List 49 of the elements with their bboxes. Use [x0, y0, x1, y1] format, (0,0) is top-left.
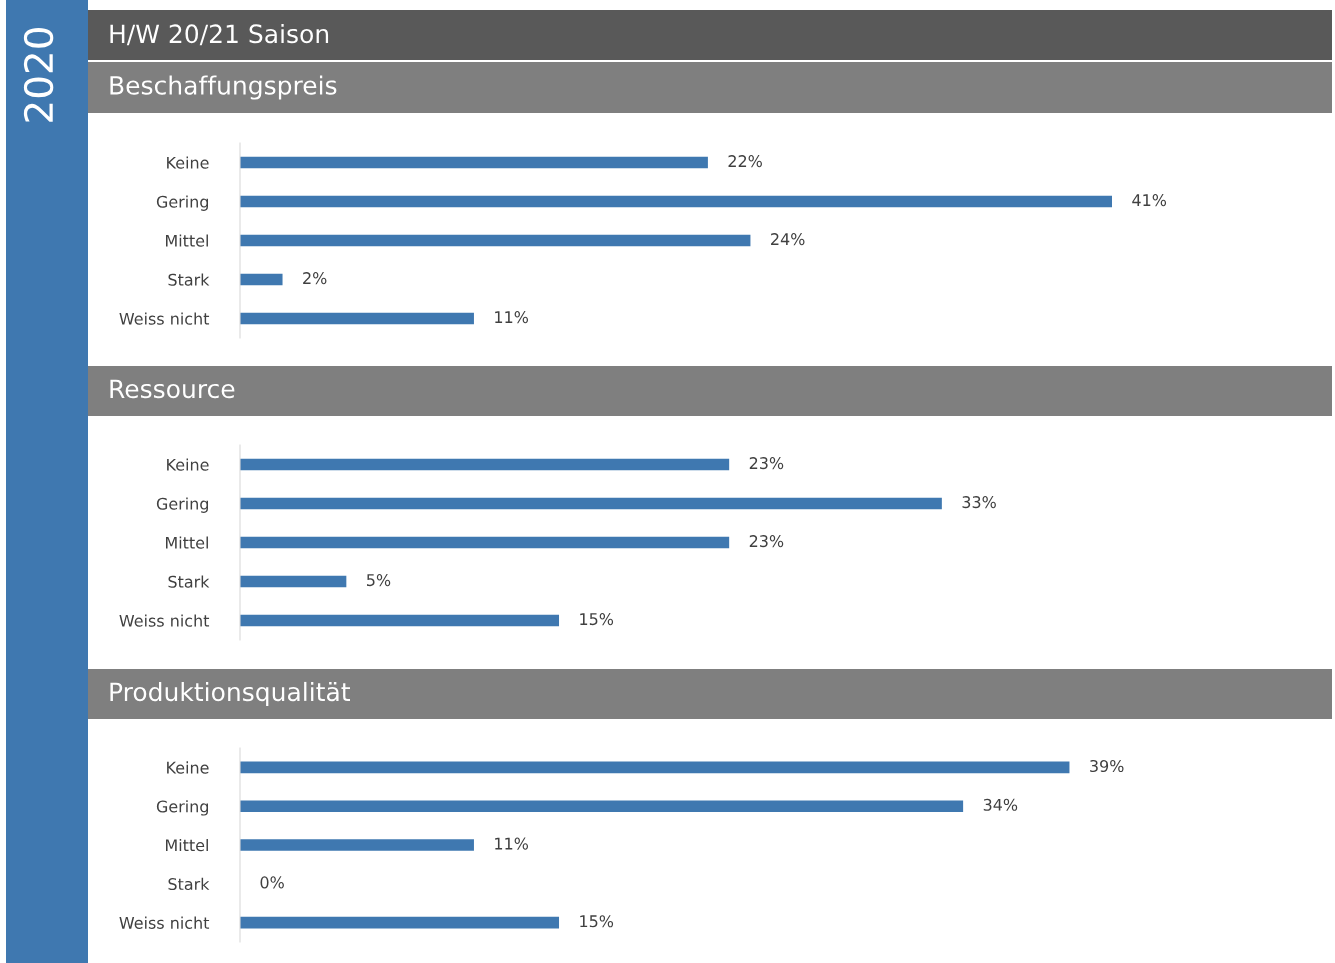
- y-tick-label: Weiss nicht: [119, 614, 210, 627]
- data-label: 34%: [983, 798, 1018, 811]
- y-tick-label: Mittel: [166, 234, 208, 247]
- chart-title: Produktionsqualität: [110, 681, 350, 707]
- y-tick-label: Stark: [168, 273, 210, 286]
- bar: [240, 234, 751, 247]
- data-label: 15%: [580, 915, 614, 928]
- data-label: 5%: [367, 574, 391, 587]
- bar: [240, 800, 964, 813]
- data-label: 24%: [771, 233, 805, 246]
- bar: [240, 536, 730, 549]
- data-label: 33%: [962, 496, 996, 509]
- y-tick-label: Mittel: [166, 536, 208, 549]
- data-label: 15%: [580, 613, 614, 626]
- chart-title: H/W 20/21 Saison: [110, 23, 329, 46]
- bar: [240, 458, 730, 471]
- bar: [240, 273, 283, 286]
- data-label: 23%: [749, 457, 784, 470]
- data-label: 11%: [495, 837, 529, 850]
- y-tick-label: Weiss nicht: [119, 916, 210, 929]
- data-label: 0%: [260, 876, 284, 889]
- bar: [240, 312, 474, 325]
- data-label: 22%: [728, 155, 762, 168]
- y-tick-label: Keine: [167, 156, 209, 169]
- data-label: 2%: [303, 272, 327, 285]
- y-tick-label: Gering: [156, 195, 208, 211]
- text: 2020: [23, 28, 54, 122]
- y-tick-label: Keine: [167, 458, 209, 471]
- y-tick-label: Weiss nicht: [119, 312, 210, 325]
- chart-title: Ressource: [110, 379, 235, 399]
- bar: [240, 575, 347, 588]
- y-tick-label: Gering: [156, 800, 208, 816]
- chart-subtitle: Beschaffungspreis: [110, 75, 337, 100]
- bar: [240, 195, 1112, 208]
- y-tick-label: Stark: [168, 877, 210, 891]
- data-label: 41%: [1132, 194, 1167, 207]
- bar: [240, 156, 708, 169]
- bar: [240, 614, 560, 627]
- data-label: 23%: [749, 535, 784, 548]
- bar: [240, 761, 1070, 774]
- bar: [240, 839, 474, 851]
- data-label: 39%: [1090, 759, 1124, 773]
- bar: [240, 497, 942, 510]
- bar: [240, 916, 560, 929]
- data-label: 11%: [495, 311, 529, 324]
- y-tick-label: Mittel: [166, 838, 208, 852]
- y-tick-label: Stark: [168, 575, 210, 588]
- y-tick-label: Keine: [167, 761, 209, 774]
- y-tick-label: Gering: [156, 497, 208, 513]
